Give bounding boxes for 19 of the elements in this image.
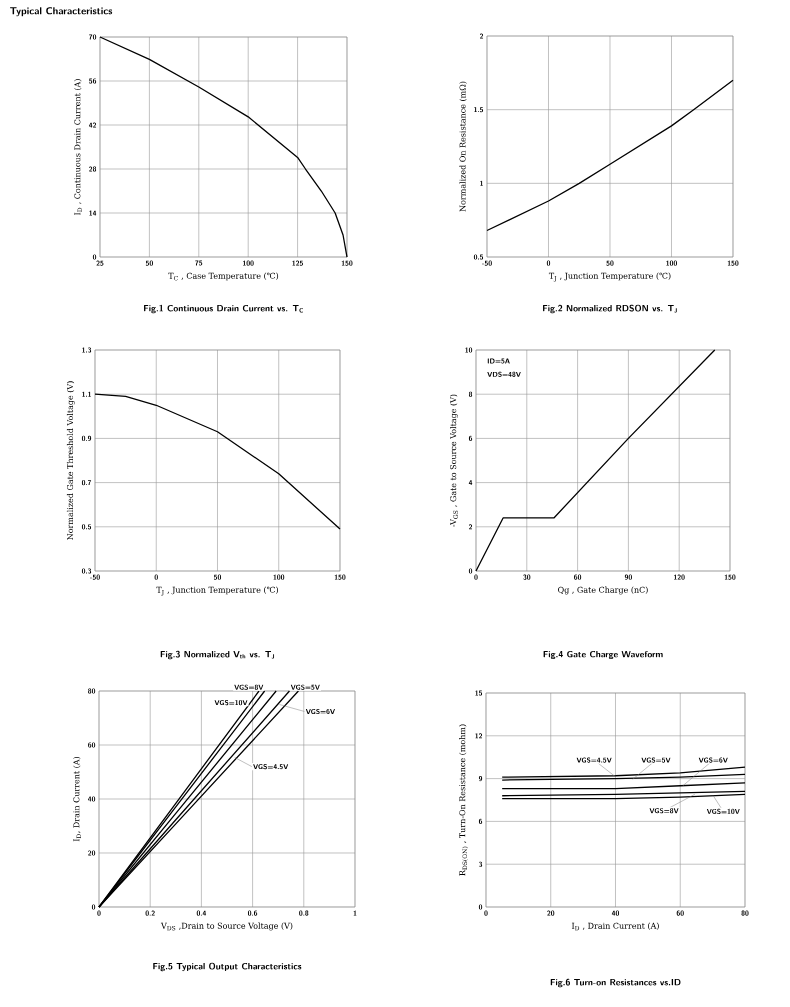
- text: Fig.3 Normalized V$_{th}$ vs. T$_{J}$: [160, 650, 275, 660]
- y-axis-title: Normalized Gate Threshold Voltage (V): [66, 381, 75, 540]
- y-axis-title: R$_{DS(ON)}$ , Turn-On Resistance (mohm): [459, 724, 468, 876]
- text: Fig.4 Gate Charge Waveform: [543, 650, 663, 660]
- y-axis-title: -V$_{GS}$ , Gate to Source Voltage (V): [450, 394, 458, 527]
- text: Fig.5 Typical Output Characteristics: [153, 962, 302, 972]
- x-axis-title: T$_{J}$ , Junction Temperature (℃): [156, 586, 279, 596]
- x-axis-title: T$_{C}$ , Case Temperature (℃): [168, 272, 279, 281]
- text: Fig.2 Normalized RDSON vs. T$_{J}$: [543, 304, 677, 314]
- x-axis-title: Qg , Gate Charge (nC): [558, 586, 648, 595]
- y-axis-title: I$_{D}$, Drain Current (A): [73, 756, 81, 842]
- y-axis-title: I$_{D}$ , Continuous Drain Current (A): [74, 79, 82, 215]
- y-axis-title: Normalized On Resistance (mΩ): [459, 81, 467, 212]
- x-axis-title: T$_{J}$ , Junction Temperature (℃): [548, 272, 671, 282]
- text: Typical Characteristics: [10, 7, 113, 17]
- text: Fig.1 Continuous Drain Current vs. T$_{C}$: [144, 304, 303, 314]
- text: Fig.6 Turn-on Resistances vs.ID: [550, 978, 681, 988]
- x-axis-title: I$_{D}$ , Drain Current (A): [571, 922, 659, 931]
- x-axis-title: V$_{DS}$ ,Drain to Source Voltage (V): [160, 922, 293, 931]
